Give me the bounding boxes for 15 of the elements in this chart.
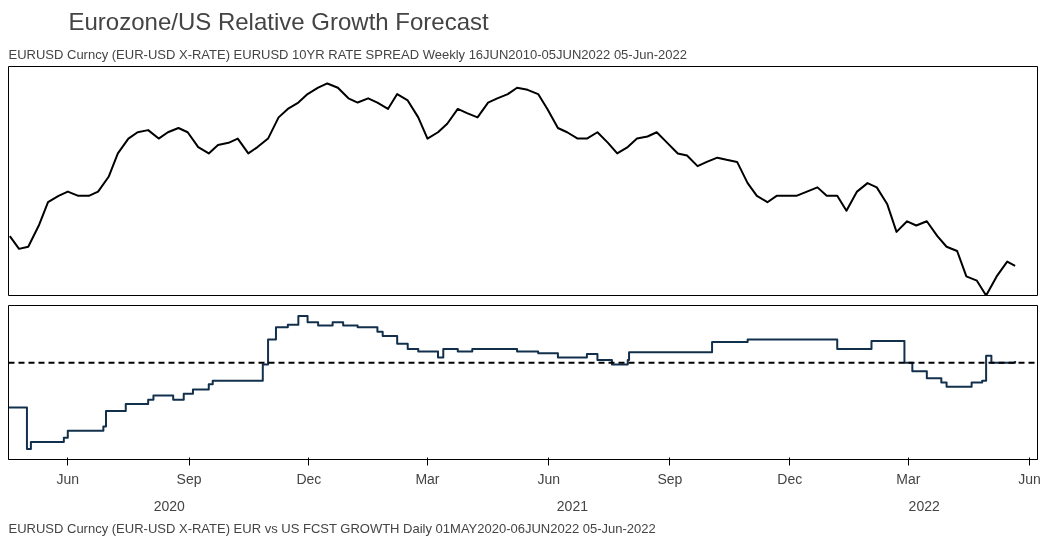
chart-title: Eurozone/US Relative Growth Forecast [68, 7, 490, 35]
x-tick-label: Sep [657, 470, 683, 487]
x-tick-label: Jun [56, 470, 80, 487]
x-tick-label: Dec [777, 470, 803, 487]
x-tick-label: Mar [896, 470, 921, 487]
x-tick-label: Jun [537, 470, 560, 487]
x-tick-label: Dec [296, 470, 322, 487]
x2-tick-label: 2020 [153, 497, 186, 514]
text: EURUSD Curncy (EUR-USD X-RATE) EURUSD 10YR RATE SPREAD Weekly 16JUN2010-05JUN2022 05-Jun-2022 [8, 46, 687, 62]
x2-tick-label: 2022 [908, 497, 940, 514]
x-tick-label: Sep [176, 470, 202, 487]
x-tick-label: Jun [1018, 470, 1041, 487]
x2-tick-label: 2021 [556, 497, 589, 514]
text: EURUSD Curncy (EUR-USD X-RATE) EUR vs US FCST GROWTH Daily 01MAY2020-06JUN2022 05-Jun-2022 [8, 520, 656, 536]
x-tick-label: Mar [415, 470, 440, 487]
